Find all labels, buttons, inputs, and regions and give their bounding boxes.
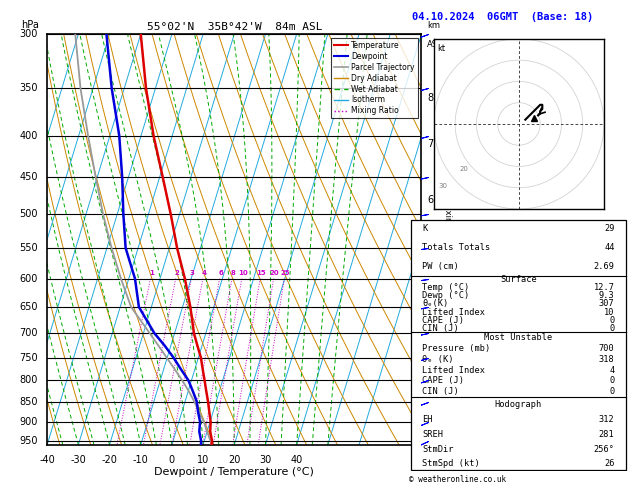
- Text: 8: 8: [427, 93, 433, 104]
- Text: 2.69: 2.69: [594, 261, 615, 271]
- Text: K: K: [422, 224, 427, 233]
- Text: 10: 10: [604, 308, 615, 316]
- Text: 30: 30: [259, 455, 272, 465]
- Text: 29: 29: [604, 224, 615, 233]
- Text: CAPE (J): CAPE (J): [422, 316, 464, 325]
- Text: 44: 44: [604, 243, 615, 252]
- Text: Temp (°C): Temp (°C): [422, 283, 469, 292]
- Text: 256°: 256°: [594, 445, 615, 453]
- Text: 0: 0: [610, 324, 615, 333]
- Text: 300: 300: [19, 29, 38, 39]
- Text: PW (cm): PW (cm): [422, 261, 459, 271]
- Text: 850: 850: [19, 397, 38, 407]
- Text: 750: 750: [19, 352, 38, 363]
- Text: 8: 8: [231, 270, 235, 276]
- Text: 1: 1: [427, 417, 433, 427]
- Text: 4: 4: [427, 291, 433, 301]
- Text: SREH: SREH: [422, 430, 443, 439]
- Text: 12.7: 12.7: [594, 283, 615, 292]
- Text: © weatheronline.co.uk: © weatheronline.co.uk: [409, 474, 506, 484]
- Text: Mixing Ratio (g/kg): Mixing Ratio (g/kg): [443, 200, 452, 279]
- Text: EH: EH: [422, 415, 433, 424]
- Text: kt: kt: [437, 44, 445, 53]
- Text: 400: 400: [19, 131, 38, 140]
- Text: 40: 40: [291, 455, 303, 465]
- Text: 950: 950: [19, 436, 38, 446]
- Text: θₑ (K): θₑ (K): [422, 355, 454, 364]
- Text: Most Unstable: Most Unstable: [484, 333, 552, 342]
- Text: 307: 307: [599, 299, 615, 309]
- Text: 30: 30: [438, 183, 447, 189]
- Text: 20: 20: [228, 455, 240, 465]
- Text: Dewp (°C): Dewp (°C): [422, 292, 469, 300]
- Text: CIN (J): CIN (J): [422, 324, 459, 333]
- Text: 0: 0: [610, 316, 615, 325]
- Text: hPa: hPa: [21, 20, 39, 30]
- Text: 450: 450: [19, 172, 38, 182]
- Text: 10: 10: [238, 270, 248, 276]
- Text: θₑ(K): θₑ(K): [422, 299, 448, 309]
- Text: 500: 500: [19, 209, 38, 219]
- Text: Surface: Surface: [500, 275, 537, 284]
- Text: StmDir: StmDir: [422, 445, 454, 453]
- Text: 312: 312: [599, 415, 615, 424]
- Text: -30: -30: [70, 455, 86, 465]
- Text: 4: 4: [610, 365, 615, 375]
- Text: 3: 3: [190, 270, 195, 276]
- Text: Pressure (mb): Pressure (mb): [422, 344, 490, 353]
- Text: 0: 0: [610, 376, 615, 385]
- Text: 550: 550: [19, 243, 38, 253]
- Text: 25: 25: [281, 270, 290, 276]
- Text: Hodograph: Hodograph: [494, 400, 542, 409]
- Text: -10: -10: [133, 455, 148, 465]
- Text: 0: 0: [169, 455, 175, 465]
- Text: Dewpoint / Temperature (°C): Dewpoint / Temperature (°C): [154, 467, 314, 477]
- Text: km: km: [427, 21, 440, 30]
- Text: 0: 0: [610, 387, 615, 396]
- Text: 1: 1: [149, 270, 154, 276]
- Text: Lifted Index: Lifted Index: [422, 365, 485, 375]
- Text: 6: 6: [427, 195, 433, 205]
- Text: 4: 4: [201, 270, 206, 276]
- Text: Lifted Index: Lifted Index: [422, 308, 485, 316]
- Text: 318: 318: [599, 355, 615, 364]
- Text: 281: 281: [599, 430, 615, 439]
- Text: ASL: ASL: [427, 40, 443, 49]
- Text: StmSpd (kt): StmSpd (kt): [422, 459, 480, 469]
- Text: 900: 900: [19, 417, 38, 427]
- Text: 20: 20: [459, 166, 468, 172]
- Text: 3: 3: [427, 336, 433, 346]
- Text: 800: 800: [19, 375, 38, 385]
- Text: 6: 6: [218, 270, 223, 276]
- Text: -40: -40: [39, 455, 55, 465]
- Text: Totals Totals: Totals Totals: [422, 243, 490, 252]
- Text: 700: 700: [599, 344, 615, 353]
- Text: LCL: LCL: [427, 436, 442, 446]
- Text: CAPE (J): CAPE (J): [422, 376, 464, 385]
- Text: 650: 650: [19, 302, 38, 312]
- Text: 7: 7: [427, 139, 433, 149]
- Legend: Temperature, Dewpoint, Parcel Trajectory, Dry Adiabat, Wet Adiabat, Isotherm, Mi: Temperature, Dewpoint, Parcel Trajectory…: [331, 38, 418, 119]
- Text: 5: 5: [427, 243, 433, 253]
- Text: 2: 2: [174, 270, 179, 276]
- Title: 55°02'N  35B°42'W  84m ASL: 55°02'N 35B°42'W 84m ASL: [147, 22, 322, 32]
- Text: 20: 20: [270, 270, 279, 276]
- Text: 350: 350: [19, 84, 38, 93]
- Text: 26: 26: [604, 459, 615, 469]
- Text: 600: 600: [19, 274, 38, 284]
- Text: CIN (J): CIN (J): [422, 387, 459, 396]
- Text: 15: 15: [257, 270, 266, 276]
- Text: 04.10.2024  06GMT  (Base: 18): 04.10.2024 06GMT (Base: 18): [412, 12, 593, 22]
- Text: 2: 2: [427, 375, 433, 385]
- Text: 700: 700: [19, 328, 38, 338]
- Text: -20: -20: [102, 455, 118, 465]
- Text: 10: 10: [197, 455, 209, 465]
- Text: 9.3: 9.3: [599, 292, 615, 300]
